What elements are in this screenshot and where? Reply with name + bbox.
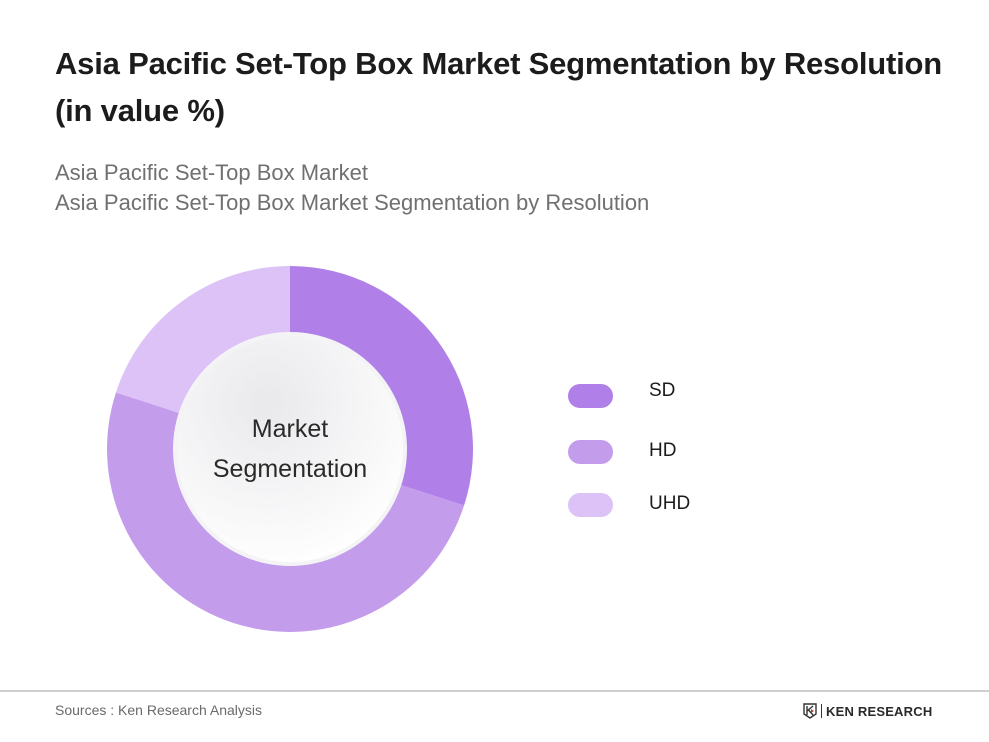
chart-subtitle: Asia Pacific Set-Top Box Market Asia Pac… [55,158,649,218]
legend-item-sd: SD [568,380,768,409]
center-label-line-2: Segmentation [212,455,368,483]
source-note: Sources : Ken Research Analysis [55,702,262,718]
logo-separator [821,704,822,718]
center-label: Market Segmentation [175,334,405,564]
logo-text: KEN RESEARCH [826,703,933,719]
ken-logo-icon [803,703,817,719]
chart-title: Asia Pacific Set-Top Box Market Segmenta… [55,46,942,128]
legend-label-sd: SD [649,380,676,401]
subtitle-line-2: Asia Pacific Set-Top Box Market Segmenta… [55,190,650,215]
legend-item-uhd: UHD [568,492,768,518]
legend-item-hd: HD [568,439,768,465]
center-disc [177,336,403,562]
legend-swatch-sd [568,384,613,408]
donut-chart [100,259,480,639]
donut-svg [107,266,473,632]
center-label-line-1: Market [251,415,329,443]
legend-label-uhd: UHD [649,493,691,514]
subtitle-line-1: Asia Pacific Set-Top Box Market [55,160,369,185]
legend-label-hd: HD [649,440,677,461]
ken-research-logo: KEN RESEARCH [803,703,932,719]
footer-divider [0,690,989,692]
legend-swatch-hd [568,440,613,464]
legend-swatch-uhd [568,493,613,517]
